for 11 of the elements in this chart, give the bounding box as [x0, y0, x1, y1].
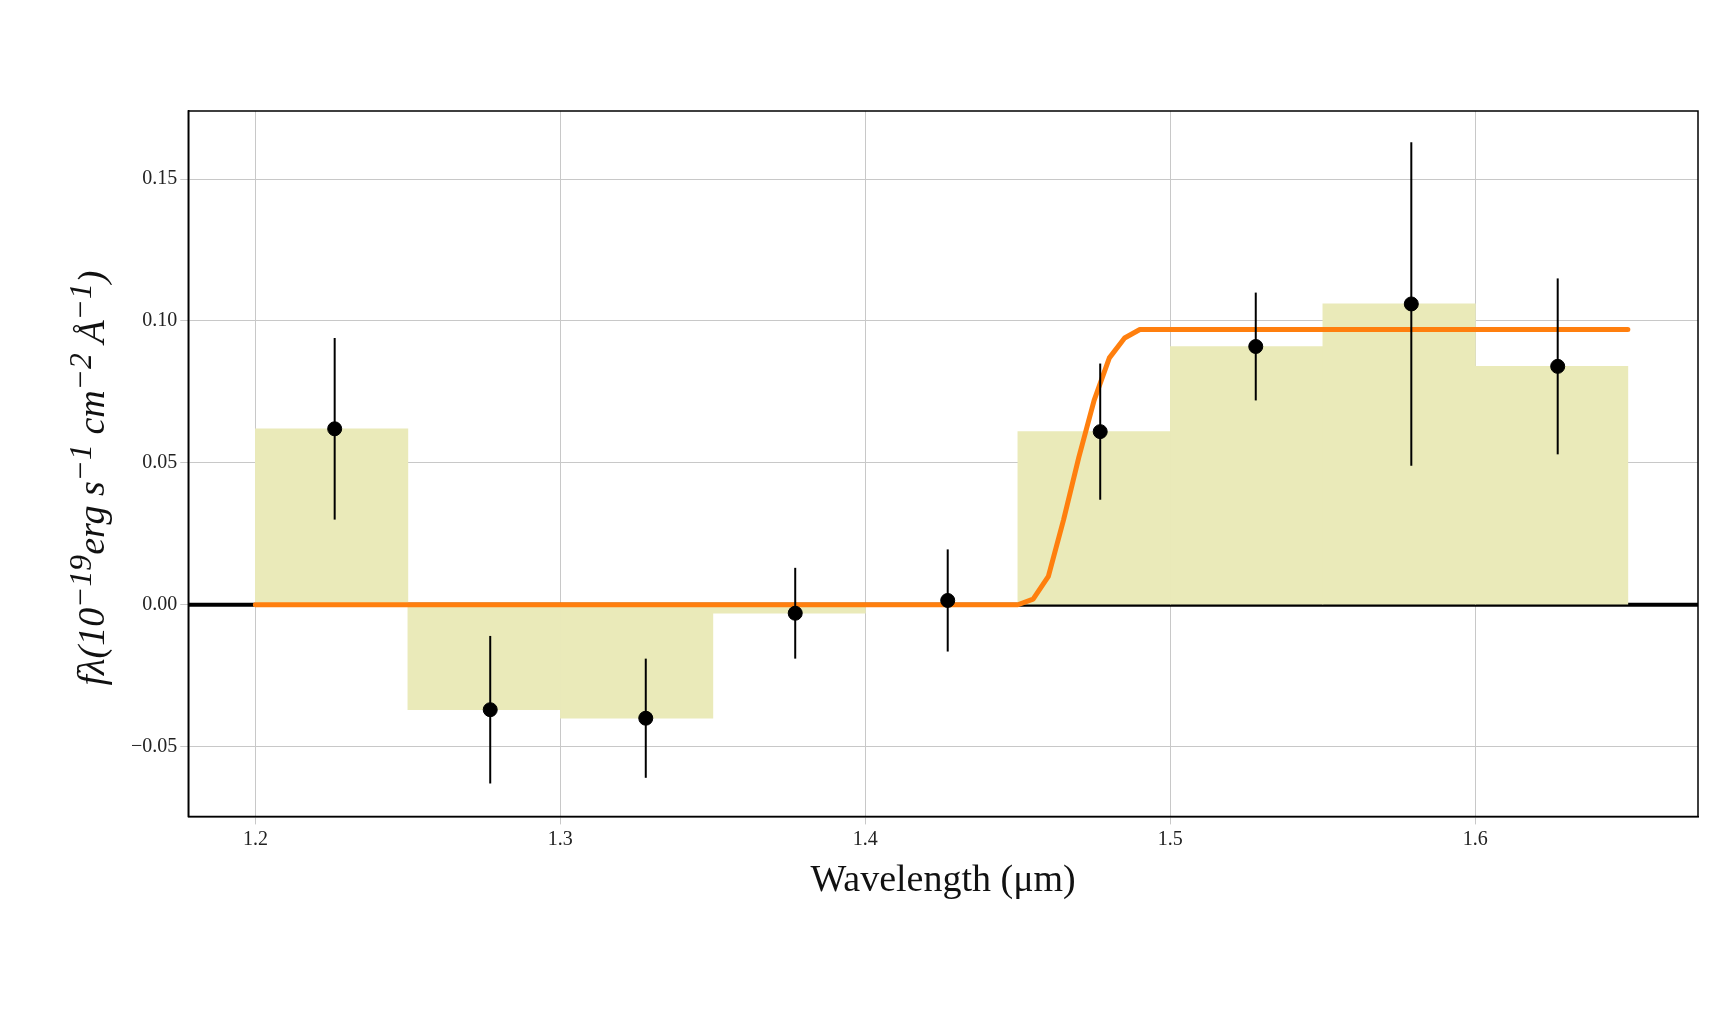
y-tick-label: 0.15	[142, 166, 178, 189]
x-tick-label: 1.3	[547, 826, 573, 849]
y-tick-label: 0.05	[142, 450, 178, 473]
y-tick-label: −0.05	[131, 733, 178, 756]
x-tick-label: 1.6	[1462, 826, 1488, 849]
y-tick-label: 0.00	[142, 591, 178, 614]
x-tick-label: 1.5	[1157, 826, 1183, 849]
x-tick-label: 1.4	[852, 826, 878, 849]
y-tick-label: 0.10	[142, 308, 178, 331]
x-axis-title: Wavelength (μm)	[810, 857, 1076, 901]
x-tick-label: 1.2	[242, 826, 268, 849]
